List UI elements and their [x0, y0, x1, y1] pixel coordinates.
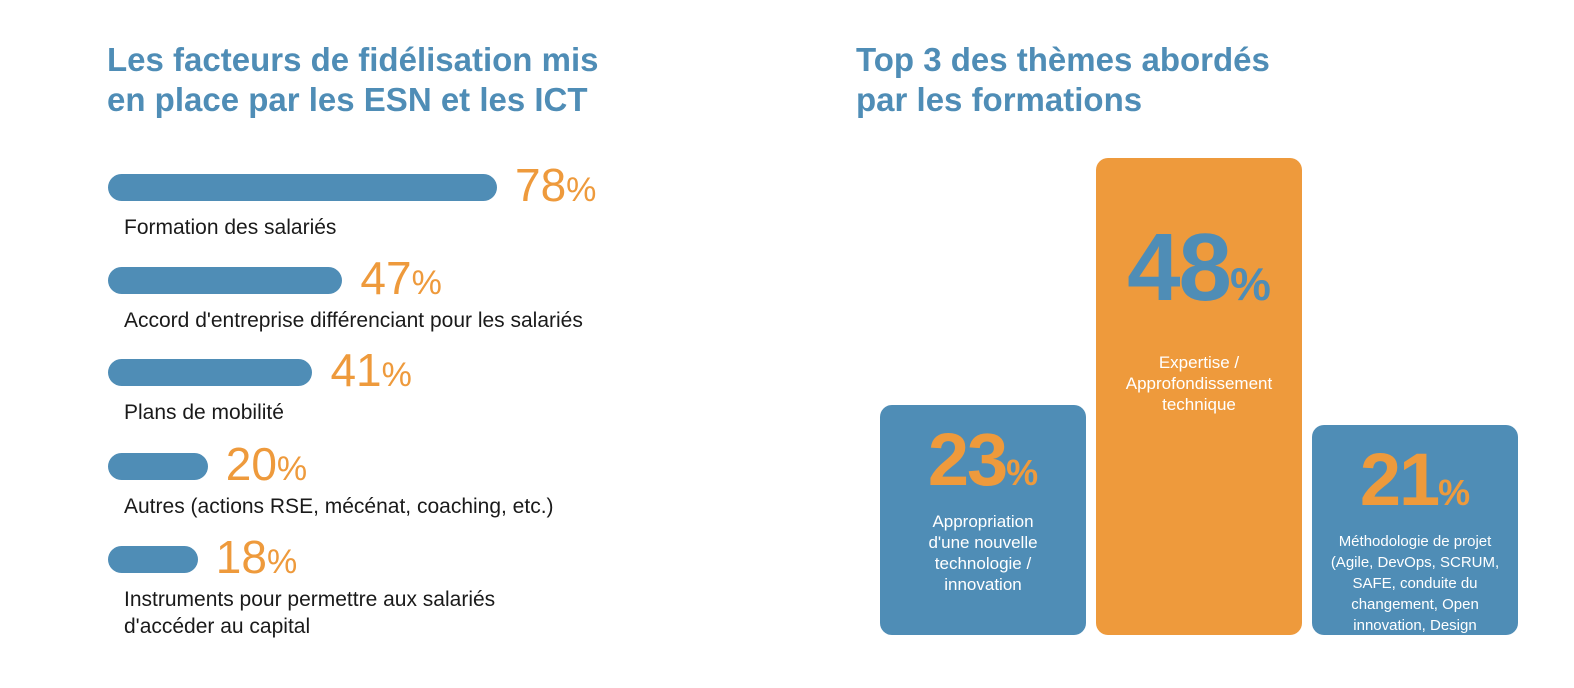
- column: 23% Appropriation d'une nouvelle technolo…: [880, 405, 1086, 635]
- bar-category-label: Formation des salariés: [124, 216, 337, 239]
- bar-value-label: 20%: [225, 438, 308, 490]
- bar-category-label: Accord d'entreprise différenciant pour l…: [124, 309, 583, 332]
- bar-category-label: Plans de mobilité: [124, 401, 284, 424]
- column-category-label: Appropriation d'une nouvelle technologie…: [928, 512, 1038, 594]
- right-chart-title: Top 3 des thèmes abordés par les formati…: [856, 41, 1270, 118]
- bar: [108, 359, 313, 386]
- bar: [108, 267, 343, 294]
- bar-value-label: 18%: [215, 531, 298, 583]
- bar-value-label: 47%: [360, 252, 442, 304]
- column-highlight: 48% Expertise / Approfondissement techniq…: [1096, 158, 1302, 635]
- bar: [108, 453, 208, 480]
- bar-value-label: 41%: [330, 344, 412, 396]
- column-category-label: Méthodologie de projet (Agile, DevOps, S…: [1330, 533, 1500, 655]
- bar: [108, 546, 198, 573]
- bar-category-label: Instruments pour permettre aux salariés …: [124, 588, 496, 638]
- bar-value-label: 78%: [515, 159, 597, 211]
- training-topics-chart: 23% Appropriation d'une nouvelle technolo…: [870, 150, 1550, 655]
- bar-category-label: Autres (actions RSE, mécénat, coaching, …: [124, 495, 554, 518]
- column-value-label: 48%: [1127, 214, 1271, 321]
- left-chart-title: Les facteurs de fidélisation mis en plac…: [107, 41, 599, 118]
- column-value-label: 23%: [927, 418, 1039, 501]
- column-category-label: Expertise / Approfondissement technique: [1125, 353, 1273, 414]
- bar: [108, 174, 497, 201]
- column: 21% Méthodologie de projet (Agile, DevOps…: [1312, 425, 1518, 655]
- retention-factors-chart: 78% Formation des salariés 47% Accord d'ent…: [108, 159, 728, 660]
- column-value-label: 21%: [1359, 438, 1471, 521]
